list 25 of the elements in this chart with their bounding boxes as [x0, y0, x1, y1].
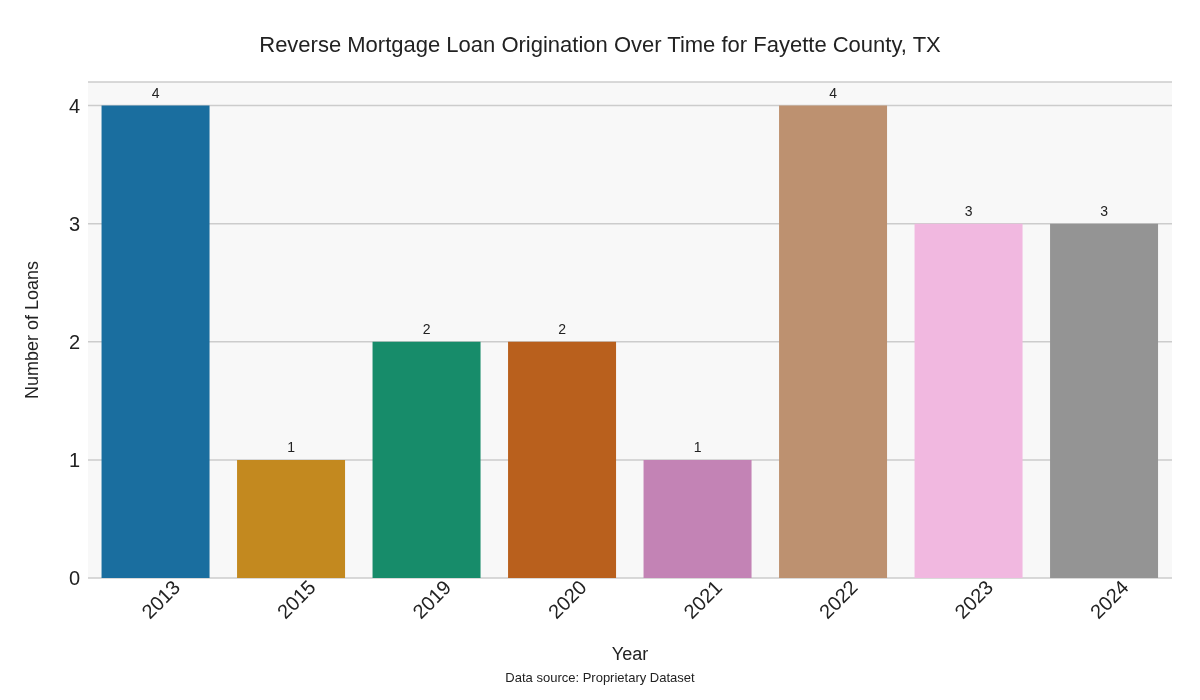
data-label: 3: [964, 202, 973, 219]
data-label: 1: [693, 438, 702, 455]
y-tick-label: 4: [68, 94, 80, 117]
data-label: 2: [558, 320, 567, 337]
data-label: 1: [287, 438, 296, 455]
y-tick-label: 2: [68, 330, 80, 353]
y-tick-label: 1: [68, 449, 80, 471]
x-axis-title: Year: [611, 644, 649, 664]
bar: [643, 459, 752, 578]
source-note: Data source: Proprietary Dataset: [504, 670, 696, 685]
bar: [779, 105, 888, 578]
data-label: 3: [1100, 202, 1109, 219]
bar: [101, 105, 210, 578]
bar: [508, 341, 617, 578]
data-label: 2: [422, 320, 431, 337]
bar: [237, 459, 346, 578]
y-axis-title: Number of Loans: [22, 260, 43, 400]
bar: [1050, 223, 1159, 578]
chart-title: Reverse Mortgage Loan Origination Over Time for Fayette County, TX: [258, 31, 942, 59]
data-label: 4: [151, 84, 160, 101]
bar: [914, 223, 1023, 578]
bar: [372, 341, 481, 578]
y-tick-label: 0: [68, 567, 80, 590]
y-tick-label: 3: [68, 212, 80, 235]
data-label: 4: [829, 84, 838, 101]
